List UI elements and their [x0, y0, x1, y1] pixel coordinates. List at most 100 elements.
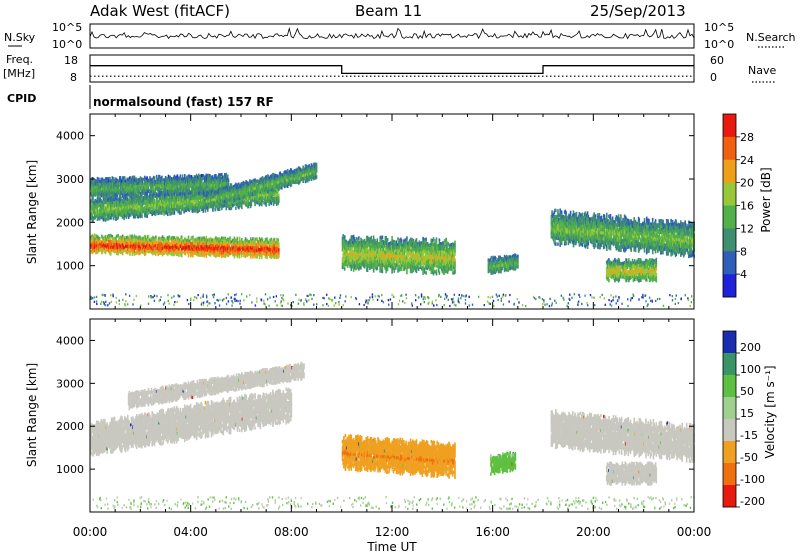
echo-cell — [130, 213, 132, 217]
echo-cell — [110, 216, 113, 220]
echo-cell — [349, 238, 351, 242]
echo-cell — [159, 251, 162, 255]
echo-cell — [349, 250, 351, 254]
echo-cell — [292, 173, 295, 178]
echo-cell — [110, 182, 113, 186]
echo-cell — [157, 206, 159, 210]
echo-cell — [273, 237, 276, 242]
echo-cell — [171, 199, 173, 203]
echo-cell — [369, 240, 372, 244]
echo-cell — [272, 238, 275, 243]
echo-cell — [205, 254, 208, 258]
echo-cell — [188, 189, 190, 193]
echo-cell — [315, 165, 318, 170]
echo-cell — [348, 252, 350, 257]
echo-cell — [201, 174, 203, 178]
echo-cell — [163, 209, 165, 213]
echo-cell — [189, 194, 192, 198]
echo-cell — [152, 177, 154, 182]
echo-cell — [271, 245, 273, 249]
noise-left-tick-top: 10^5 — [52, 21, 82, 34]
noise-sky-line — [89, 26, 695, 40]
echo-cell — [252, 255, 254, 259]
echo-cell — [116, 182, 119, 186]
echo-cell — [132, 175, 134, 180]
echo-cell — [249, 255, 252, 259]
radar-title: Adak West (fitACF) — [90, 2, 230, 20]
echo-cell — [214, 208, 216, 212]
echo-cell — [195, 237, 198, 241]
echo-cell — [206, 202, 208, 207]
echo-cell — [315, 169, 318, 173]
echo-cell — [130, 183, 132, 187]
echo-cell — [315, 175, 318, 179]
echo-cell — [342, 234, 344, 238]
echo-cell — [155, 174, 158, 179]
echo-cell — [181, 247, 183, 252]
echo-cell — [277, 186, 279, 190]
echo-cell — [150, 210, 152, 214]
echo-cell — [94, 216, 96, 220]
echo-cell — [140, 180, 142, 184]
echo-cell — [227, 250, 230, 254]
echo-cell — [258, 255, 261, 260]
echo-cell — [285, 175, 287, 179]
echo-cell — [261, 240, 263, 244]
echo-cell — [254, 240, 256, 244]
echo-cell — [221, 240, 224, 245]
echo-cell — [253, 246, 256, 250]
echo-cell — [173, 236, 176, 240]
echo-cell — [198, 253, 201, 257]
echo-cell — [272, 175, 275, 180]
echo-cell — [271, 198, 273, 202]
echo-cell — [366, 247, 369, 252]
echo-cell — [160, 238, 162, 243]
echo-cell — [129, 193, 131, 198]
cpid-program: normalsound (fast) 157 RF — [93, 95, 274, 109]
noise-search-label: N.Search — [746, 31, 796, 44]
echo-cell — [163, 236, 165, 241]
echo-cell — [306, 179, 309, 183]
echo-cell — [116, 194, 119, 198]
echo-cell — [199, 188, 202, 192]
echo-cell — [250, 199, 253, 203]
echo-cell — [236, 200, 239, 204]
echo-cell — [127, 178, 129, 182]
echo-cell — [352, 259, 354, 263]
nave-label: Nave — [748, 64, 776, 77]
echo-cell — [133, 249, 136, 253]
echo-cell — [98, 182, 101, 187]
echo-cell — [264, 255, 267, 259]
echo-cell — [94, 201, 96, 206]
frequency-tick-bottom: 8 — [70, 71, 77, 84]
echo-cell — [173, 192, 176, 196]
echo-cell — [127, 235, 129, 240]
echo-cell — [156, 196, 159, 201]
frequency-panel-frame — [89, 54, 695, 83]
echo-cell — [228, 245, 230, 249]
echo-cell — [372, 238, 375, 243]
echo-cell — [245, 195, 247, 200]
echo-cell — [169, 237, 171, 241]
echo-cell — [158, 193, 161, 197]
echo-cell — [227, 237, 230, 242]
echo-cell — [219, 251, 222, 256]
echo-cell — [265, 175, 267, 179]
echo-cell — [98, 183, 100, 187]
echo-cell — [183, 186, 185, 190]
echo-cell — [159, 236, 162, 241]
echo-cell — [109, 237, 111, 241]
noise-right-tick-bottom: 10^0 — [704, 38, 734, 51]
echo-cell — [150, 238, 152, 243]
echo-cell — [363, 241, 366, 246]
echo-cell — [98, 188, 100, 192]
echo-cell — [148, 201, 151, 205]
echo-cell — [348, 240, 350, 244]
echo-cell — [368, 261, 370, 265]
echo-cell — [147, 187, 150, 191]
echo-cell — [198, 236, 201, 240]
echo-cell — [100, 199, 102, 203]
echo-cell — [271, 179, 273, 183]
echo-cell — [94, 237, 96, 242]
echo-cell — [123, 182, 125, 186]
